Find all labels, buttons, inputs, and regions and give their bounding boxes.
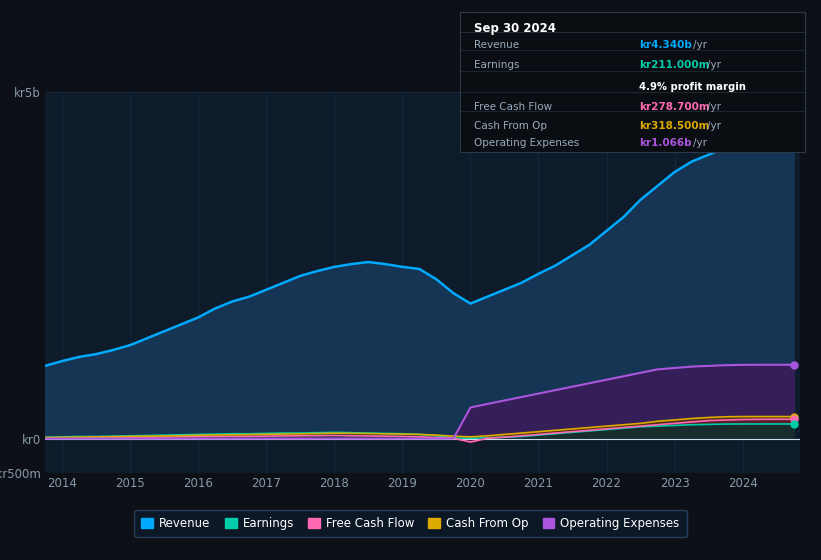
Text: Operating Expenses: Operating Expenses: [474, 138, 579, 148]
Text: /yr: /yr: [693, 138, 707, 148]
Text: /yr: /yr: [693, 40, 707, 50]
Legend: Revenue, Earnings, Free Cash Flow, Cash From Op, Operating Expenses: Revenue, Earnings, Free Cash Flow, Cash …: [135, 510, 686, 537]
Text: /yr: /yr: [707, 121, 721, 131]
Text: Free Cash Flow: Free Cash Flow: [474, 101, 552, 111]
Text: Cash From Op: Cash From Op: [474, 121, 547, 131]
Text: Earnings: Earnings: [474, 59, 520, 69]
Text: kr318.500m: kr318.500m: [640, 121, 710, 131]
Text: kr278.700m: kr278.700m: [640, 101, 710, 111]
Text: kr1.066b: kr1.066b: [640, 138, 692, 148]
Text: /yr: /yr: [707, 101, 721, 111]
Text: /yr: /yr: [707, 59, 721, 69]
Text: 4.9% profit margin: 4.9% profit margin: [640, 82, 746, 92]
Text: Sep 30 2024: Sep 30 2024: [474, 22, 556, 35]
Text: kr211.000m: kr211.000m: [640, 59, 710, 69]
Text: Revenue: Revenue: [474, 40, 519, 50]
Text: kr4.340b: kr4.340b: [640, 40, 692, 50]
